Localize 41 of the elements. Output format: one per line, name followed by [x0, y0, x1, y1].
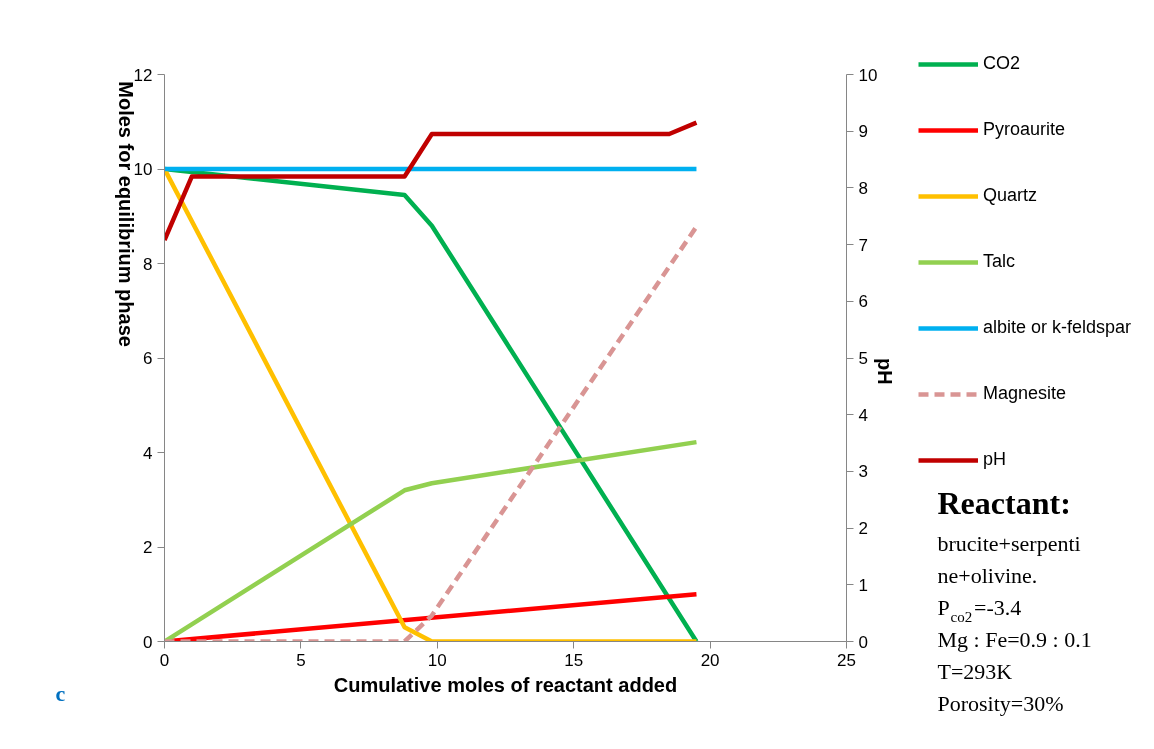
- line-series: [164, 120, 699, 243]
- legend-label: pH: [983, 449, 1007, 470]
- x-axis-title: Cumulative moles of reactant added: [333, 673, 678, 696]
- y-tick-label: 2: [143, 538, 153, 557]
- y-tick-label: 8: [143, 254, 153, 274]
- text: brucite+serpenti: [937, 530, 1081, 556]
- y-tick-label: 0: [143, 632, 153, 652]
- x-tick-label: 25: [837, 650, 856, 670]
- legend-label: Pyroaurite: [983, 119, 1066, 140]
- y2-tick-label: 8: [858, 178, 868, 198]
- text: Porosity=30%: [937, 690, 1064, 716]
- y2-tick-label: 0: [858, 632, 868, 652]
- y2-tick-label: 2: [858, 519, 868, 539]
- y2-tick-label: 10: [858, 65, 878, 85]
- y-tick-label: 6: [143, 349, 153, 368]
- y2-tick-label: 5: [858, 349, 868, 368]
- text: Reactant:: [937, 484, 1071, 521]
- x-tick-label: 0: [159, 650, 170, 670]
- y2-tick-label: 1: [858, 575, 868, 595]
- y-tick-label: 4: [143, 443, 153, 463]
- text: T=293K: [937, 658, 1013, 684]
- text: Mg : Fe=0.9 : 0.1: [937, 626, 1092, 652]
- legend-label: CO2: [983, 53, 1021, 74]
- x-tick-label: 10: [427, 650, 447, 670]
- y2-tick-label: 7: [858, 235, 868, 255]
- legend-label: albite or k-feldspar: [983, 317, 1132, 338]
- y2-tick-label: 4: [858, 405, 868, 425]
- legend-label: Magnesite: [983, 383, 1067, 404]
- y-tick-label: 12: [133, 65, 153, 85]
- legend-label: Talc: [983, 251, 1016, 272]
- text: ne+olivine.: [937, 562, 1038, 588]
- y2-axis-title: pH: [874, 358, 897, 385]
- line-series: [164, 439, 699, 642]
- x-tick-label: 20: [700, 650, 720, 670]
- legend-label: Quartz: [983, 185, 1038, 206]
- x-tick-label: 15: [564, 650, 584, 670]
- y2-tick-label: 9: [858, 122, 868, 142]
- y2-tick-label: 6: [858, 292, 868, 312]
- x-tick-label: 5: [296, 650, 306, 670]
- y2-tick-label: 3: [858, 462, 868, 482]
- text: c: [55, 680, 66, 706]
